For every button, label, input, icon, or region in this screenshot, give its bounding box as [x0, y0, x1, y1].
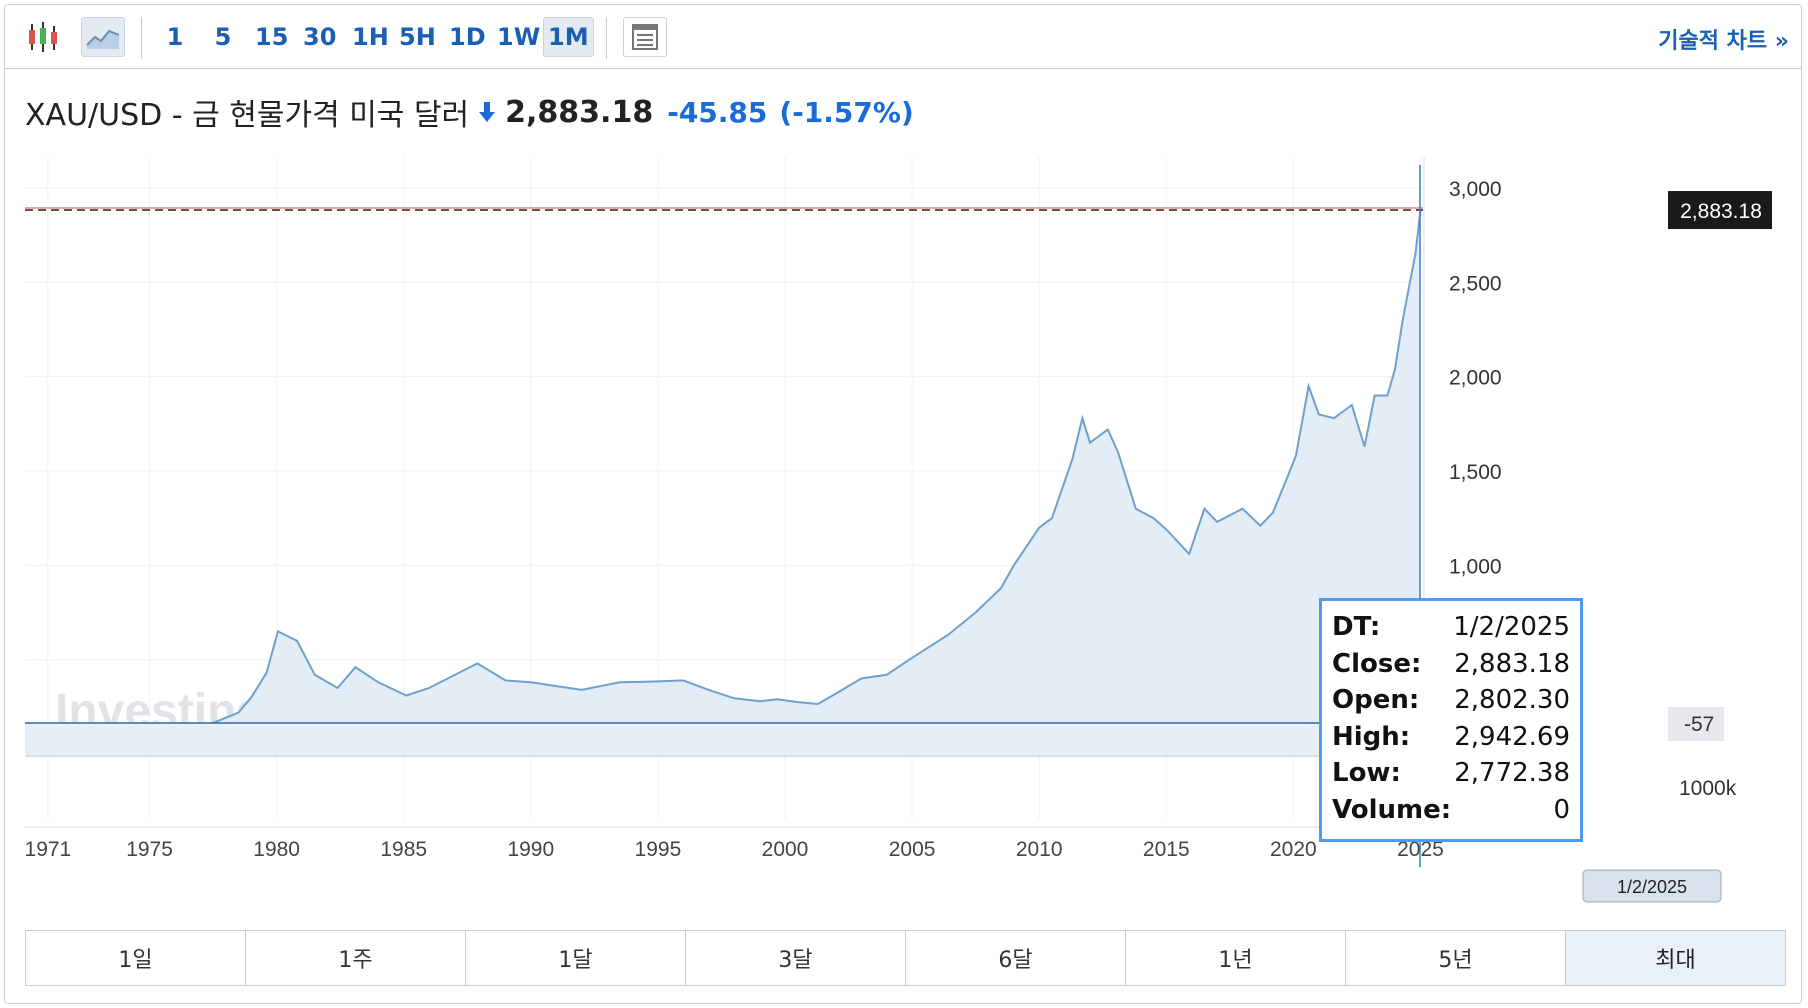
- range-max-button[interactable]: 최대: [1566, 931, 1785, 985]
- volume-axis-label: 1000k: [1679, 777, 1737, 800]
- x-tick-label: 2000: [762, 838, 809, 861]
- area-chart-icon[interactable]: [81, 17, 125, 57]
- down-arrow-icon: [477, 100, 497, 124]
- current-price-label: 2,883.18: [1680, 200, 1762, 223]
- tooltip-label: Volume:: [1332, 794, 1452, 825]
- price-change-percent: (-1.57%): [779, 95, 914, 129]
- range-1m-button[interactable]: 1달: [466, 931, 686, 985]
- x-tick-label: 2025: [1397, 838, 1444, 861]
- indicator-value-label: -57: [1684, 713, 1714, 736]
- layout-settings-icon[interactable]: [623, 17, 667, 57]
- x-tick-label: 2010: [1016, 838, 1063, 861]
- x-tick-label: 1980: [253, 838, 300, 861]
- range-selector: 1일 1주 1달 3달 6달 1년 5년 최대: [25, 930, 1786, 986]
- x-tick-label: 1990: [507, 838, 554, 861]
- tooltip-label: Low:: [1332, 758, 1401, 789]
- tooltip-value: 2,942.69: [1454, 721, 1570, 752]
- y-tick-label: 1,500: [1449, 461, 1502, 484]
- x-tick-label: 1975: [126, 838, 173, 861]
- interval-1w-button[interactable]: 1W: [497, 23, 541, 51]
- tooltip-label: Close:: [1332, 648, 1422, 679]
- ohlc-tooltip: DT: 1/2/2025 Close: 2,883.18 Open: 2,802…: [1319, 598, 1583, 842]
- range-5y-button[interactable]: 5년: [1346, 931, 1566, 985]
- toolbar-divider: [141, 17, 142, 59]
- interval-1d-button[interactable]: 1D: [449, 23, 486, 51]
- interval-15-button[interactable]: 15: [255, 23, 289, 51]
- price-line: [24, 209, 1422, 749]
- current-price-box: [1668, 191, 1772, 230]
- tooltip-value: 1/2/2025: [1453, 612, 1570, 643]
- price-change: -45.85: [667, 95, 768, 129]
- y-tick-label: 2,000: [1449, 367, 1502, 390]
- crosshair-date-box: [1582, 869, 1722, 903]
- x-tick-label: 1995: [635, 838, 682, 861]
- range-6m-button[interactable]: 6달: [906, 931, 1126, 985]
- price-series: [24, 209, 1423, 755]
- symbol-title: XAU/USD - 금 현물가격 미국 달러: [25, 98, 470, 133]
- tooltip-row-open: Open: 2,802.30: [1332, 682, 1570, 719]
- y-tick-label: 2,500: [1449, 272, 1502, 295]
- tooltip-row-volume: Volume: 0: [1332, 792, 1570, 829]
- price-chart[interactable]: Investing.com 2,883.18-571/2/2025 3,0002…: [5, 5, 1802, 925]
- tooltip-value: 2,802.30: [1454, 685, 1570, 716]
- y-tick-label: 3,000: [1449, 178, 1502, 201]
- toolbar-divider: [606, 17, 607, 59]
- quote-header: XAU/USD - 금 현물가격 미국 달러 2,883.18 -45.85 (…: [25, 92, 914, 134]
- interval-1h-button[interactable]: 1H: [352, 23, 389, 51]
- candlestick-chart-icon[interactable]: [21, 17, 65, 57]
- price-area: [25, 210, 1421, 754]
- indicator-area: [25, 723, 1423, 755]
- x-axis: 1971 1975 1980 1985 1990 1995 2000 2005 2010 2015…: [25, 838, 1444, 861]
- interval-5-button[interactable]: 5: [214, 23, 232, 51]
- chart-widget: 1 5 15 30 1H 5H 1D 1W 1M 기술적 차트 » XAU/US…: [4, 4, 1802, 1004]
- tooltip-row-high: High: 2,942.69: [1332, 719, 1570, 756]
- indicator-value-box: [1668, 707, 1724, 741]
- crosshair-date-label: 1/2/2025: [1617, 877, 1687, 897]
- interval-1m-button[interactable]: 1M: [543, 17, 594, 57]
- x-tick-label: 1985: [380, 838, 427, 861]
- range-3m-button[interactable]: 3달: [686, 931, 906, 985]
- tooltip-row-low: Low: 2,772.38: [1332, 755, 1570, 792]
- tooltip-label: High:: [1332, 721, 1411, 752]
- tooltip-label: Open:: [1332, 685, 1420, 716]
- y-tick-label: 1,000: [1449, 555, 1502, 578]
- x-tick-label: 2015: [1143, 838, 1190, 861]
- chart-overlays: 2,883.18 -57 1/2/2025: [25, 165, 1772, 903]
- tooltip-value: 0: [1553, 794, 1570, 825]
- range-1w-button[interactable]: 1주: [246, 931, 466, 985]
- interval-30-button[interactable]: 30: [303, 23, 337, 51]
- range-1y-button[interactable]: 1년: [1126, 931, 1346, 985]
- last-price: 2,883.18: [505, 94, 654, 130]
- tooltip-value: 2,772.38: [1454, 758, 1570, 789]
- interval-5h-button[interactable]: 5H: [399, 23, 436, 51]
- interval-1-button[interactable]: 1: [166, 23, 184, 51]
- technical-chart-link[interactable]: 기술적 차트 »: [1658, 29, 1789, 54]
- chart-toolbar: 1 5 15 30 1H 5H 1D 1W 1M 기술적 차트 »: [5, 5, 1801, 69]
- x-tick-label: 1971: [25, 838, 72, 861]
- tooltip-row-dt: DT: 1/2/2025: [1332, 609, 1570, 646]
- tooltip-row-close: Close: 2,883.18: [1332, 646, 1570, 683]
- range-1d-button[interactable]: 1일: [26, 931, 246, 985]
- x-tick-label: 2005: [889, 838, 936, 861]
- tooltip-value: 2,883.18: [1454, 648, 1570, 679]
- x-tick-label: 2020: [1270, 838, 1317, 861]
- tooltip-label: DT:: [1332, 612, 1381, 643]
